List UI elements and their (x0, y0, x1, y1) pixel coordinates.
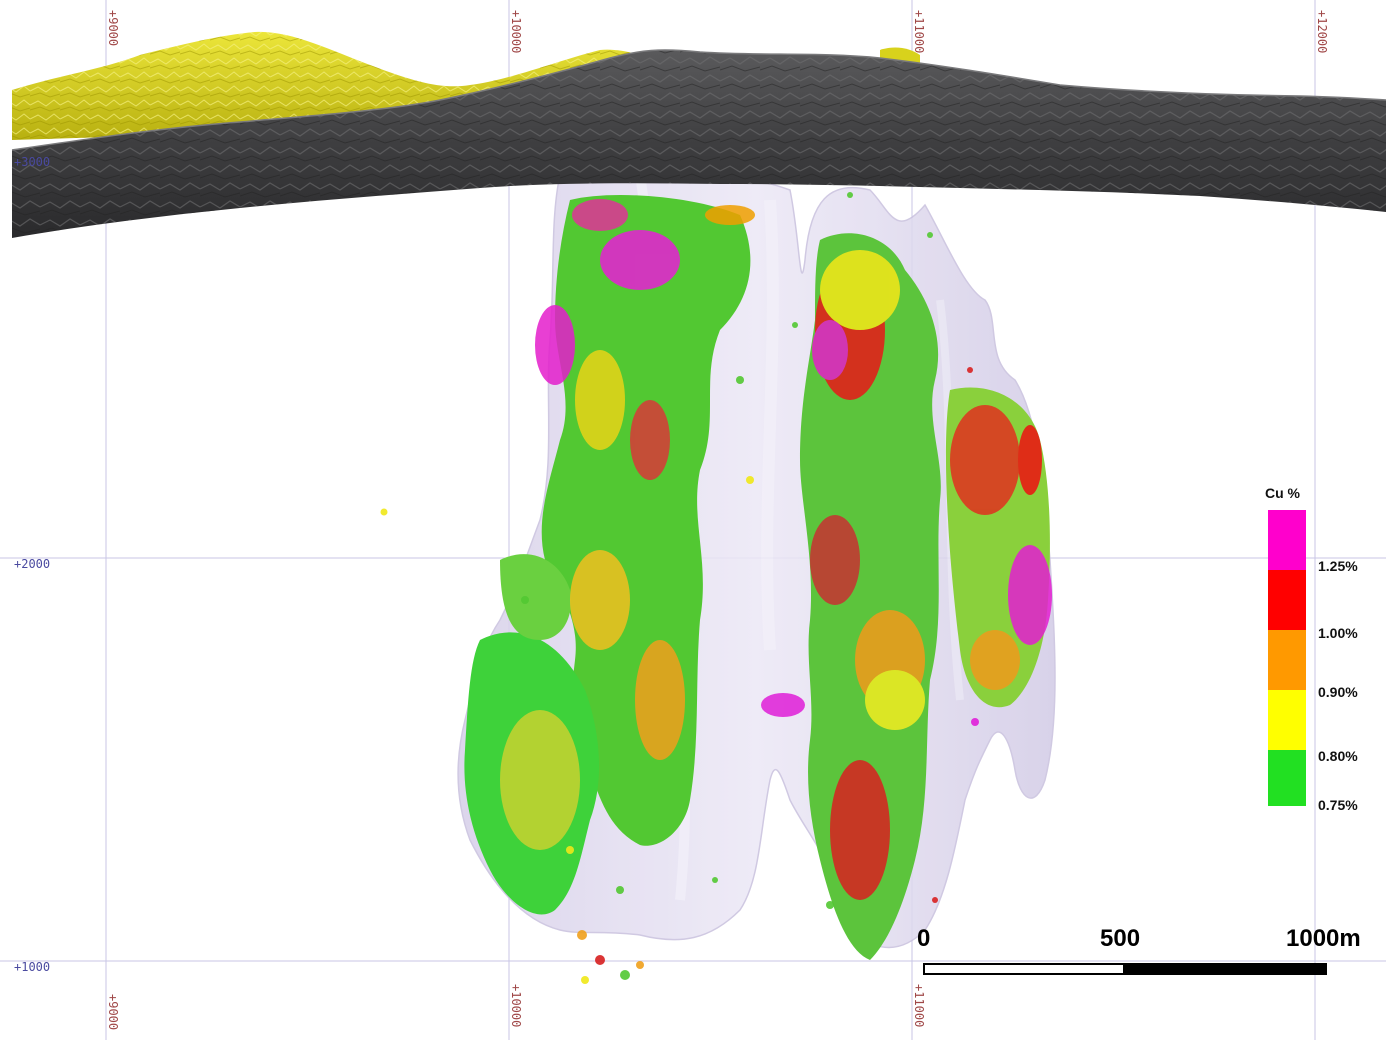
legend-swatch-0 (1268, 510, 1306, 570)
legend-swatch-4 (1268, 750, 1306, 806)
easting-label-top: +9000 (106, 10, 120, 46)
easting-labels-bottom: +9000 +10000 +11000 (106, 984, 926, 1030)
legend-label: 0.90% (1318, 684, 1358, 700)
easting-label-bottom: +9000 (106, 994, 120, 1030)
legend-swatch-3 (1268, 690, 1306, 750)
legend-label: 0.80% (1318, 748, 1358, 764)
legend-label: 1.00% (1318, 625, 1358, 641)
scale-bar-white-segment (923, 963, 1125, 975)
legend-title: Cu % (1265, 485, 1301, 501)
ore-block-model (380, 177, 1052, 984)
scale-bar: 0 500 1000m (917, 925, 1361, 975)
easting-label-bottom: +11000 (912, 984, 926, 1027)
scale-label-0: 0 (917, 925, 930, 952)
elevation-label: +1000 (14, 960, 50, 974)
legend-label: 1.25% (1318, 558, 1358, 574)
easting-label-bottom: +10000 (509, 984, 523, 1027)
scale-label-1000: 1000m (1286, 925, 1361, 952)
elevation-label: +2000 (14, 557, 50, 571)
elevation-labels: +3000 +2000 +1000 (14, 155, 50, 974)
easting-labels-top: +9000 +10000 +11000 +12000 (106, 10, 1329, 53)
scale-bar-black-segment (1123, 963, 1327, 975)
elevation-label: +3000 (14, 155, 50, 169)
legend-swatch-1 (1268, 570, 1306, 630)
easting-label-top: +10000 (509, 10, 523, 53)
easting-label-top: +11000 (912, 10, 926, 53)
legend-label: 0.75% (1318, 797, 1358, 813)
easting-label-top: +12000 (1315, 10, 1329, 53)
topography-surface (11, 49, 1386, 238)
cu-grade-legend: Cu % 1.25% 1.00% 0.90% 0.80% 0.75% (1265, 485, 1358, 813)
legend-swatch-2 (1268, 630, 1306, 690)
scale-label-500: 500 (1100, 925, 1140, 952)
